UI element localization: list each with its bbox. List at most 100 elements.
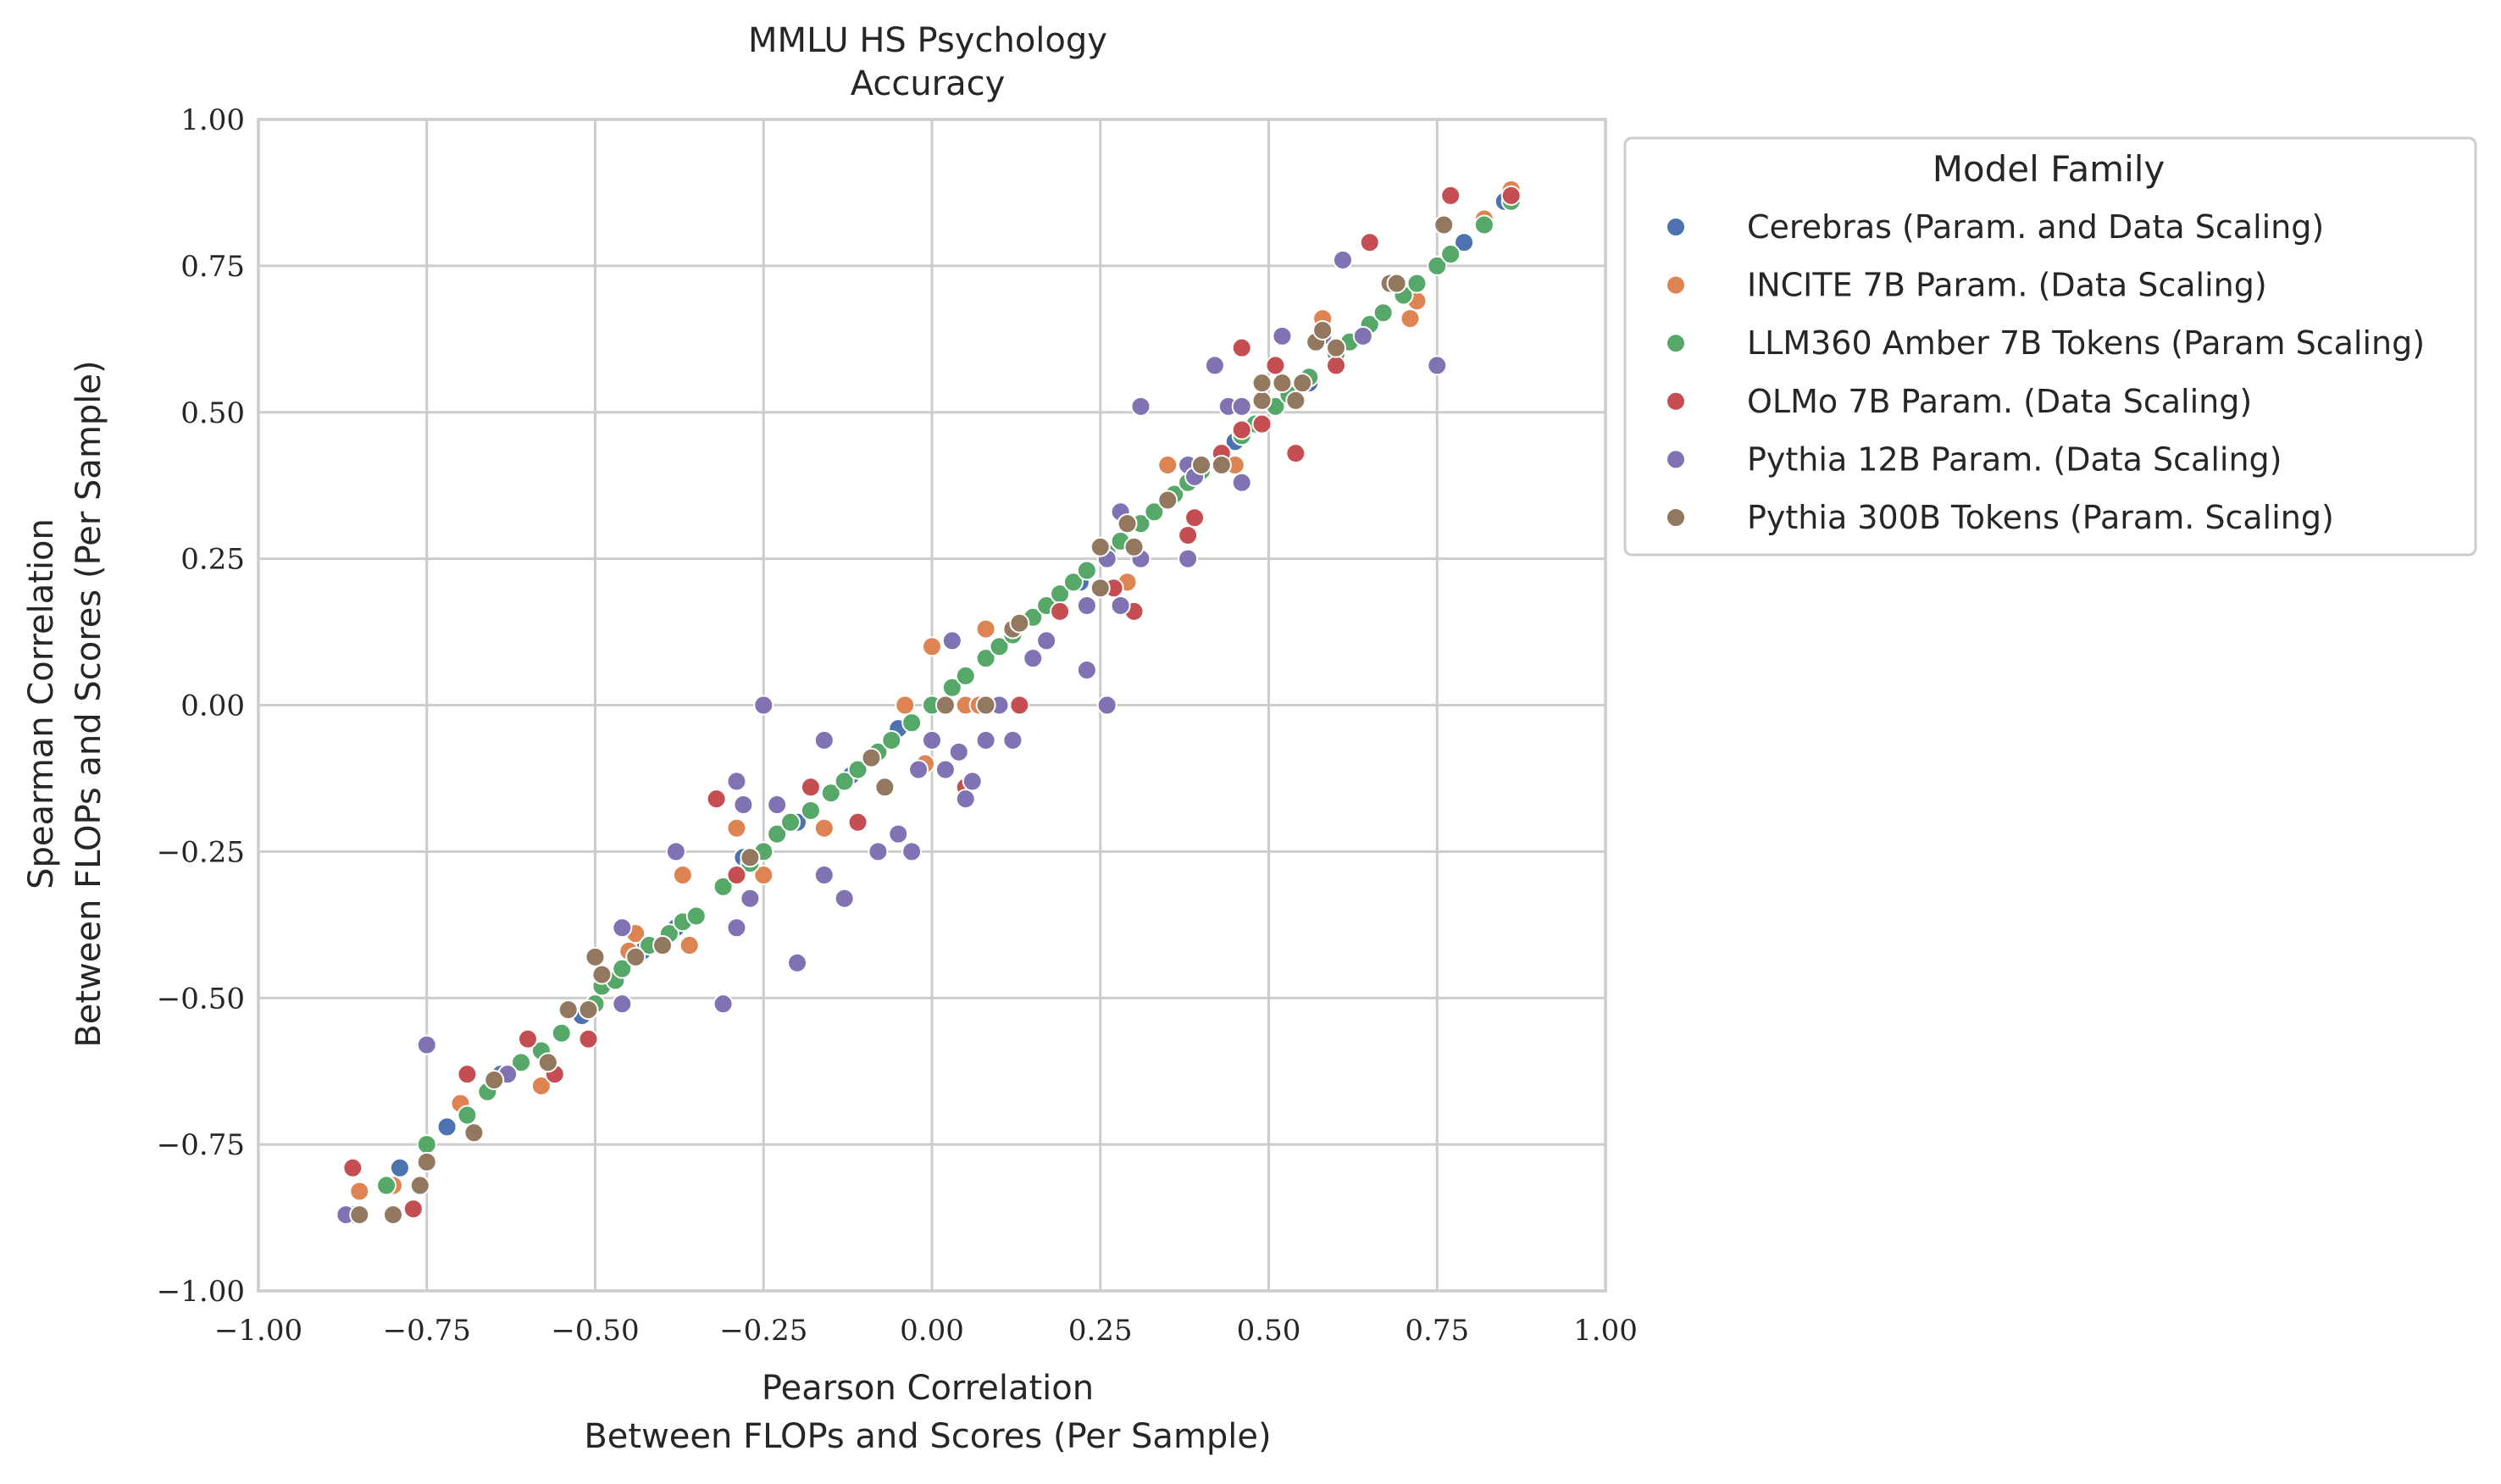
x-tick-label: −0.50 [551,1314,639,1348]
data-point [868,841,889,862]
data-point [625,946,646,967]
y-tick-label: −0.50 [157,982,245,1016]
data-point [726,817,747,839]
data-point [888,823,909,844]
data-point [383,1204,403,1226]
data-point [679,935,700,956]
data-point [349,1181,370,1202]
data-point [1440,185,1461,206]
x-axis-label-line-2: Between FLOPs and Scores (Per Sample) [584,1417,1271,1456]
data-point [1076,595,1097,616]
data-point [726,865,747,886]
legend-box [1623,136,2477,556]
data-point [1178,548,1199,569]
y-axis-label-line-2: Between FLOPs and Scores (Per Sample) [69,360,108,1047]
data-point [847,759,868,780]
data-point [955,665,976,686]
data-point [1352,325,1373,346]
data-point [1036,630,1057,651]
data-point [349,1204,370,1226]
data-point [713,876,734,897]
y-tick-label: 0.00 [180,689,245,723]
data-point [901,712,923,734]
data-point [847,811,868,833]
y-tick-label: −0.75 [157,1128,245,1162]
x-tick-label: 0.00 [900,1314,964,1348]
data-point [1440,244,1461,265]
data-point [591,964,613,985]
data-point [1272,325,1293,346]
data-point [948,741,969,762]
data-point [934,695,956,716]
legend-title: Model Family [1933,148,2166,190]
data-point [1211,454,1232,475]
series-5 [349,214,1455,1226]
data-point [1090,578,1111,599]
data-point [1265,355,1286,376]
data-point [416,1034,437,1055]
data-point [402,1199,424,1220]
data-point [1009,695,1030,716]
data-point [813,817,835,839]
data-point [1050,601,1071,622]
data-point [1251,390,1273,411]
data-point [1009,612,1030,634]
data-point [1231,472,1252,493]
data-point [1251,373,1273,394]
data-point [1076,660,1097,681]
legend-marker [1666,449,1686,470]
data-point [1096,695,1117,716]
data-point [787,952,807,973]
data-point [834,888,855,909]
data-point [389,1157,410,1178]
legend-label: LLM360 Amber 7B Tokens (Param Scaling) [1747,324,2425,362]
data-point [726,771,747,792]
data-point [518,1028,538,1049]
data-point [922,729,942,750]
data-point [753,865,774,886]
data-point [962,771,983,792]
data-point [934,759,956,780]
data-point [800,777,821,798]
legend-marker [1666,390,1686,412]
legend-entries: Cerebras (Param. and Data Scaling) INCITE… [1666,208,2425,536]
x-tick-label: 0.50 [1237,1314,1301,1348]
y-axis-label-line-1: Spearman Correlation [22,518,61,889]
data-point [409,1175,430,1196]
data-point [1002,729,1023,750]
data-point [820,783,841,804]
data-point [881,729,902,750]
data-point [1285,390,1306,411]
data-point [740,888,761,909]
data-point [1178,524,1199,545]
y-tick-label: −0.25 [157,835,245,869]
series-3 [342,185,1522,1220]
legend-label: Cerebras (Param. and Data Scaling) [1747,208,2324,246]
data-point [1454,232,1475,253]
y-tick-label: −1.00 [157,1275,245,1309]
legend-label: Pythia 12B Param. (Data Scaling) [1747,440,2282,478]
data-point [1400,308,1421,329]
data-point [1359,232,1380,253]
plot-frame [257,118,1607,1293]
data-point [800,800,821,821]
legend-label: Pythia 300B Tokens (Param. Scaling) [1747,499,2334,536]
data-point [780,811,801,833]
data-point [753,695,774,716]
data-point [922,636,942,657]
x-tick-label: −0.75 [383,1314,471,1348]
data-point [484,1070,505,1091]
legend-marker [1666,217,1686,237]
x-tick-label: −0.25 [719,1314,807,1348]
data-point [874,777,896,798]
y-tick-label: 1.00 [180,103,245,137]
data-point [941,677,962,698]
data-point [1292,373,1313,394]
data-point [612,917,633,939]
data-point [463,1122,485,1143]
data-point [1427,255,1448,276]
y-tick-label: 0.75 [180,250,245,284]
chart-title-line-2: Accuracy [851,64,1006,103]
legend-marker [1666,274,1686,296]
